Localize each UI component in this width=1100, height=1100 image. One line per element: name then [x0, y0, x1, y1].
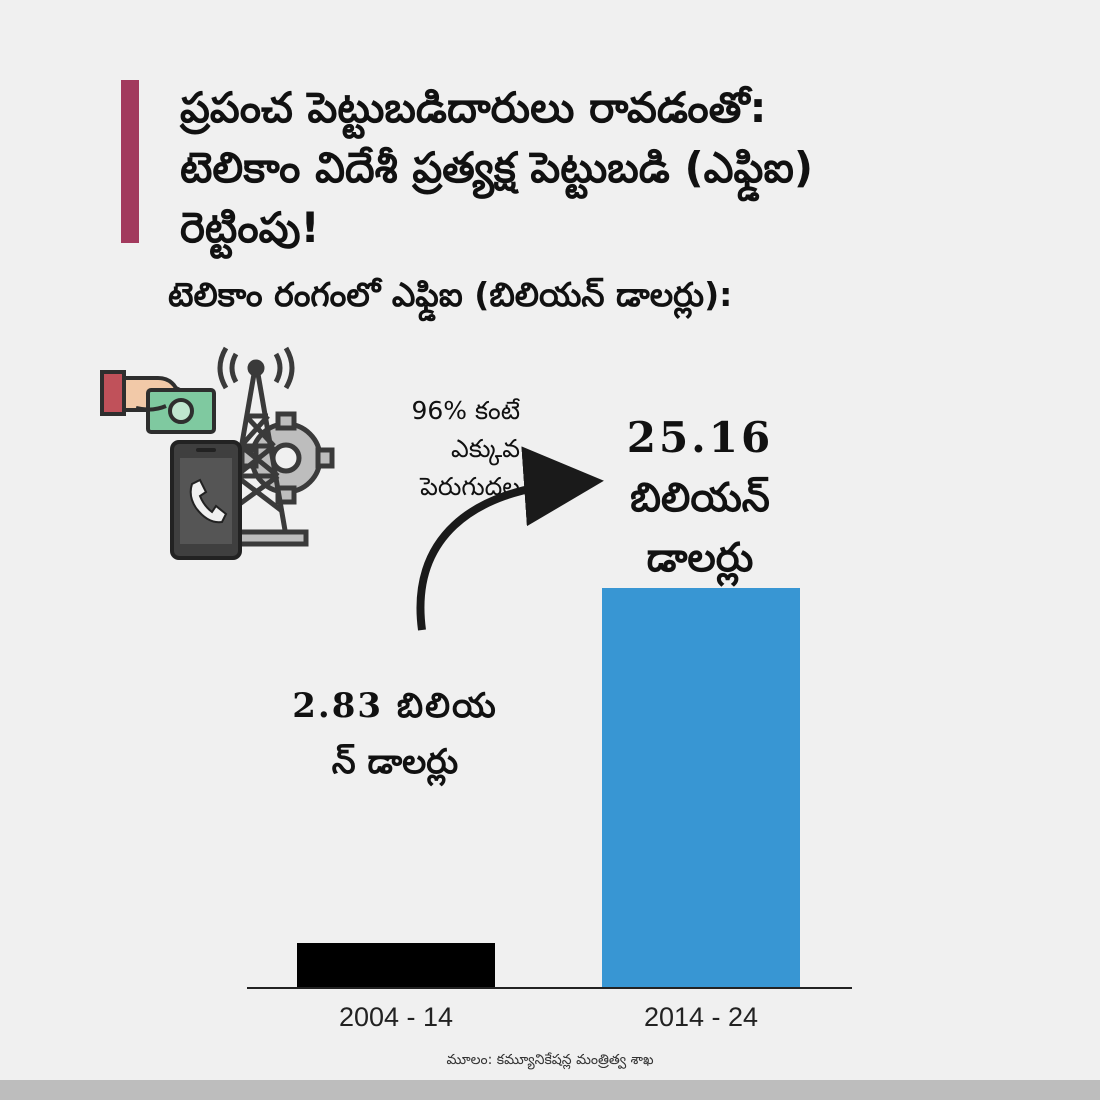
bar-value-line: 2.83 బిలియ — [292, 686, 498, 726]
title-line: ప్రపంచ పెట్టుబడిదారులు రావడంతో: — [180, 83, 767, 132]
title-line: రెట్టింపు! — [180, 203, 320, 252]
title-accent-bar — [121, 80, 139, 243]
growth-annotation-line: ఎక్కువ — [451, 434, 520, 463]
bar-1 — [297, 943, 495, 988]
title-line: టెలికాం విదేశీ ప్రత్యక్ష పెట్టుబడి (ఎఫ్డ… — [180, 143, 814, 192]
bar-2 — [602, 588, 800, 988]
bar-value-line: బిలియన్ — [630, 475, 770, 521]
x-tick-label: 2004 - 14 — [339, 1002, 453, 1032]
bar-value-label: 2.83 బిలియ న్ డాలర్లు — [255, 678, 535, 790]
growth-annotation-line: 96% కంటే — [411, 396, 520, 425]
growth-annotation-line: పెరుగుదల — [420, 472, 520, 501]
growth-annotation: 96% కంటే ఎక్కువ పెరుగుదల — [340, 392, 520, 506]
page-title: ప్రపంచ పెట్టుబడిదారులు రావడంతో: టెలికాం … — [180, 78, 1060, 258]
source-note: మూలం: కమ్యూనికేషన్ల మంత్రిత్వ శాఖ — [446, 1052, 654, 1068]
bar-value-line: న్ డాలర్లు — [331, 742, 459, 782]
smartphone-icon — [170, 440, 242, 560]
hand-with-money-icon — [100, 370, 216, 434]
footer-strip — [0, 1080, 1100, 1100]
bar-value-line: 25.16 — [626, 413, 774, 462]
telecom-illustration — [100, 346, 335, 560]
chart-subtitle: టెలికాం రంగంలో ఎఫ్డిఐ (బిలియన్ డాలర్లు): — [168, 275, 733, 314]
bar-value-label: 25.16 బిలియన్ డాలర్లు — [560, 408, 840, 588]
x-tick-label: 2014 - 24 — [644, 1002, 758, 1032]
bar-value-line: డాలర్లు — [646, 535, 754, 581]
